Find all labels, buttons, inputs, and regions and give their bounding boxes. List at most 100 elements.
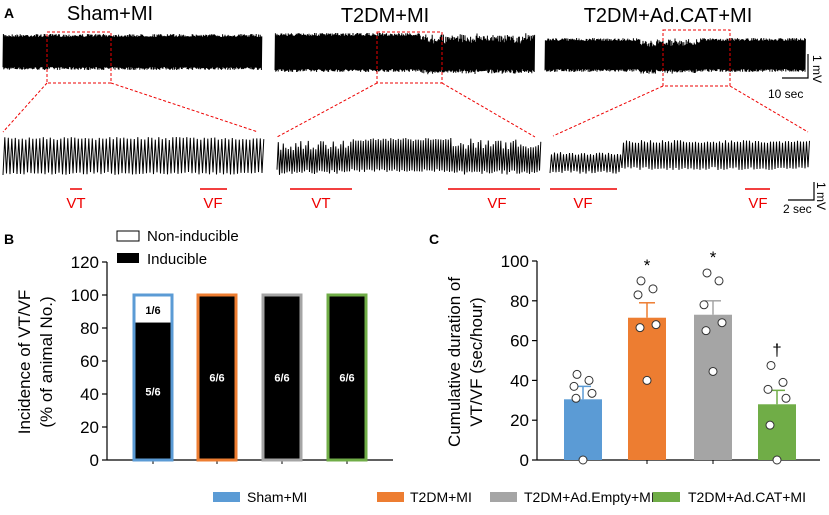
data-point: [778, 377, 788, 387]
group-title-sham: Sham+MI: [67, 3, 153, 25]
data-point: [648, 284, 658, 294]
chart-c: 0 20 40 60 80 100 * * †: [501, 248, 820, 470]
data-point: [642, 375, 652, 385]
zoom-connector: [552, 85, 664, 137]
ecg-trace: [2, 33, 263, 71]
data-point: [651, 320, 661, 330]
event-label: VF: [573, 195, 592, 212]
scale-voltage-bottom: 1 mV: [814, 182, 828, 210]
data-point: [765, 420, 775, 430]
data-point: [571, 393, 581, 403]
legend-swatch-t2dm-cat: [653, 492, 680, 502]
y-axis-label-c-2: VT/VF (sec/hour): [467, 297, 486, 426]
panel-c: C Cumulative duration of VT/VF (sec/hour…: [429, 231, 820, 470]
legend-swatch-inducible: [117, 253, 139, 263]
legend-label-sham: Sham+MI: [247, 489, 307, 505]
data-point: [763, 384, 773, 394]
y-tick-label: 0: [90, 451, 99, 470]
scale-time-top: 10 sec: [768, 87, 803, 101]
data-point: [584, 375, 594, 385]
bar-outline: [326, 293, 368, 462]
zoom-connector: [110, 82, 259, 133]
y-tick-label: 100: [71, 286, 99, 305]
bar: [694, 314, 732, 460]
data-point: [633, 290, 643, 300]
bar: [628, 317, 666, 460]
bar: [758, 404, 796, 460]
scale-bar-bottom: [788, 182, 815, 201]
legend-swatch-non-inducible: [116, 230, 140, 242]
data-point: [636, 276, 646, 286]
legend-inducible: Inducible: [147, 251, 207, 268]
event-label: VT: [311, 195, 330, 212]
bar: [564, 399, 602, 460]
y-tick-label: 100: [501, 252, 529, 271]
y-tick-label: 80: [510, 292, 529, 311]
panel-a-label: A: [4, 5, 14, 21]
panel-b-label: B: [4, 231, 14, 247]
y-tick-label: 120: [71, 253, 99, 272]
legend-non-inducible: Non-inducible: [147, 228, 239, 245]
zoom-connector: [276, 82, 378, 138]
zoom-box: [376, 31, 443, 84]
panel-a: A Sham+MI T2DM+MI T2DM+Ad.CAT+MI VT VF V…: [2, 3, 828, 216]
data-point: [701, 326, 711, 336]
bar-inducible: [263, 295, 301, 460]
data-point: [717, 318, 727, 328]
group-title-t2dm-cat: T2DM+Ad.CAT+MI: [584, 5, 753, 27]
y-axis-label-b: Incidence of VT/VF: [15, 290, 34, 435]
bar-label-inducible: 6/6: [209, 373, 224, 385]
scale-bar-top: [782, 54, 809, 79]
zoom-box: [46, 31, 112, 84]
zoom-connector: [729, 85, 809, 133]
zoom-indicators: [2, 29, 809, 190]
ecg-trace: [276, 137, 542, 175]
data-point: [702, 268, 712, 278]
y-tick-label: 20: [510, 411, 529, 430]
y-tick-label: 20: [80, 418, 99, 437]
bar-outline: [132, 293, 174, 462]
bar-outline: [261, 293, 303, 462]
group-title-t2dm: T2DM+MI: [341, 5, 429, 27]
ecg-trace: [549, 140, 810, 174]
y-tick-label: 80: [80, 319, 99, 338]
zoom-connector: [2, 82, 48, 133]
y-axis-label-b-2: (% of animal No.): [37, 296, 56, 427]
significance-marker: *: [710, 248, 717, 267]
scale-time-bottom: 2 sec: [783, 202, 812, 216]
data-point: [772, 455, 782, 465]
bar-label-inducible: 6/6: [274, 373, 289, 385]
ecg-traces: [2, 32, 810, 176]
panel-b: B Non-inducible Inducible Incidence of V…: [4, 228, 393, 470]
event-label: VT: [66, 195, 85, 212]
legend-swatch-t2dm-empty: [490, 492, 517, 502]
bar-label-inducible: 5/6: [145, 386, 160, 398]
event-label: VF: [487, 195, 506, 212]
data-point: [766, 360, 776, 370]
ecg-trace: [2, 136, 265, 176]
bar-inducible: [134, 322, 172, 460]
bar-label-non-inducible: 1/6: [145, 305, 160, 317]
group-legend: Sham+MI T2DM+MI T2DM+Ad.Empty+MI T2DM+Ad…: [213, 489, 806, 505]
data-point: [569, 381, 579, 391]
legend-label-t2dm-empty: T2DM+Ad.Empty+MI: [524, 489, 655, 505]
zoom-box: [662, 29, 731, 87]
y-tick-label: 0: [520, 451, 529, 470]
chart-b: 0 20 40 60 80 100 120 5/6 1/6 6/6 6/6 6/6: [71, 253, 393, 470]
legend-swatch-t2dm: [377, 492, 404, 502]
legend-label-t2dm-cat: T2DM+Ad.CAT+MI: [688, 489, 806, 505]
data-point: [587, 388, 597, 398]
scale-voltage-top: 1 mV: [810, 55, 824, 83]
data-point: [572, 369, 582, 379]
significance-marker: †: [772, 341, 781, 360]
bar-label-inducible: 6/6: [339, 373, 354, 385]
y-tick-label: 60: [510, 332, 529, 351]
data-point: [708, 366, 718, 376]
bar-inducible: [328, 295, 366, 460]
ecg-trace: [274, 32, 536, 75]
event-label: VF: [203, 195, 222, 212]
bar-inducible: [198, 295, 236, 460]
legend-label-t2dm: T2DM+MI: [410, 489, 472, 505]
bar-outline: [196, 293, 238, 462]
